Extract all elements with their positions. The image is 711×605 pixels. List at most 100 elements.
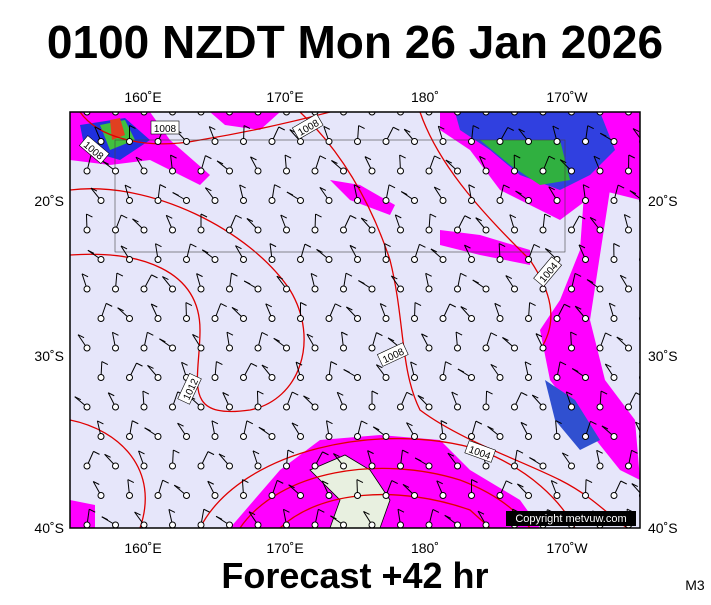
station: [426, 404, 432, 410]
station: [284, 404, 290, 410]
station: [469, 198, 475, 204]
station: [440, 139, 446, 145]
barb: [449, 98, 457, 112]
station: [284, 168, 290, 174]
station: [127, 434, 133, 440]
station: [512, 168, 518, 174]
station: [383, 257, 389, 263]
station: [426, 463, 432, 469]
station: [255, 522, 261, 528]
barb: [220, 99, 226, 102]
station: [412, 198, 418, 204]
station: [198, 345, 204, 351]
station: [284, 286, 290, 292]
barb: [648, 245, 654, 248]
station: [597, 286, 603, 292]
station: [141, 522, 147, 528]
station: [440, 493, 446, 499]
station: [341, 168, 347, 174]
station: [212, 198, 218, 204]
station: [597, 345, 603, 351]
station: [84, 522, 90, 528]
station: [512, 286, 518, 292]
station: [298, 434, 304, 440]
station: [170, 345, 176, 351]
model: M3: [685, 577, 705, 593]
station: [312, 522, 318, 528]
barb: [598, 96, 600, 112]
station: [440, 257, 446, 263]
station: [341, 463, 347, 469]
barb: [633, 97, 639, 100]
station: [383, 316, 389, 322]
station: [113, 286, 119, 292]
station: [597, 168, 603, 174]
station: [369, 286, 375, 292]
barb: [302, 103, 315, 112]
station: [155, 198, 161, 204]
station: [170, 522, 176, 528]
lon-label: 180˚: [411, 540, 439, 556]
station: [155, 257, 161, 263]
station: [554, 198, 560, 204]
station: [497, 434, 503, 440]
barb: [644, 303, 650, 306]
lon-label: 170˚E: [266, 540, 303, 556]
station: [170, 404, 176, 410]
station: [255, 463, 261, 469]
station: [383, 375, 389, 381]
station: [184, 139, 190, 145]
station: [155, 375, 161, 381]
station: [298, 198, 304, 204]
station: [540, 404, 546, 410]
station: [284, 522, 290, 528]
station: [526, 257, 532, 263]
station: [141, 404, 147, 410]
station: [426, 522, 432, 528]
station: [198, 227, 204, 233]
barb: [73, 104, 79, 107]
station: [526, 493, 532, 499]
station: [483, 463, 489, 469]
station: [284, 463, 290, 469]
station: [312, 404, 318, 410]
barb: [449, 98, 455, 101]
station: [569, 345, 575, 351]
station: [540, 227, 546, 233]
barb: [106, 99, 112, 102]
station: [583, 434, 589, 440]
station: [455, 404, 461, 410]
station: [412, 257, 418, 263]
station: [398, 286, 404, 292]
station: [455, 522, 461, 528]
station: [355, 375, 361, 381]
barb: [484, 96, 490, 99]
station: [626, 286, 632, 292]
lon-label: 170˚W: [546, 540, 588, 556]
station: [269, 375, 275, 381]
station: [383, 139, 389, 145]
station: [212, 493, 218, 499]
station: [611, 139, 617, 145]
station: [212, 139, 218, 145]
station: [569, 286, 575, 292]
station: [170, 286, 176, 292]
station: [241, 434, 247, 440]
station: [84, 404, 90, 410]
station: [426, 227, 432, 233]
station: [626, 227, 632, 233]
barb: [369, 96, 375, 99]
station: [412, 316, 418, 322]
station: [98, 434, 104, 440]
station: [141, 286, 147, 292]
station: [113, 404, 119, 410]
station: [155, 139, 161, 145]
station: [127, 316, 133, 322]
station: [569, 168, 575, 174]
station: [341, 286, 347, 292]
station: [227, 522, 233, 528]
lon-label: 160˚E: [124, 89, 161, 105]
station: [597, 227, 603, 233]
station: [184, 198, 190, 204]
station: [469, 316, 475, 322]
